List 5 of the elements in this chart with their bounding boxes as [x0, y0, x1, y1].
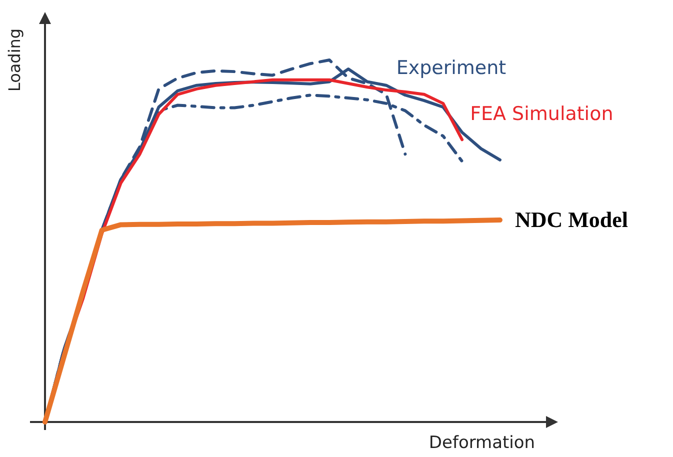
y-axis-title: Loading	[5, 28, 24, 92]
x-axis-title: Deformation	[428, 433, 536, 453]
series-label: Experiment	[396, 57, 506, 80]
series-label: NDC Model	[515, 207, 628, 232]
series-label: FEA Simulation	[470, 102, 614, 125]
